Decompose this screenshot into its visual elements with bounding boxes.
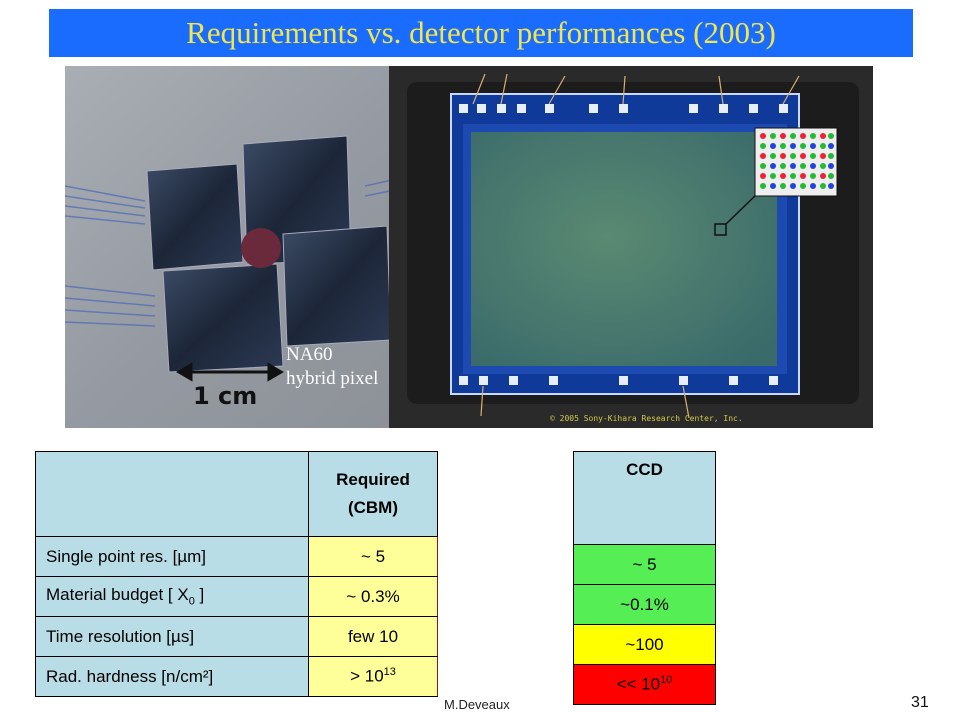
header-required-line2: (CBM) <box>347 498 399 517</box>
title-bar: Requirements vs. detector performances (… <box>49 9 913 57</box>
row-label-prefix: Material budget [ X <box>46 585 189 605</box>
row-required-value: ~ 0.3% <box>308 576 438 617</box>
ccd-table: CCD ~ 5 ~0.1% ~100 << 1010 <box>573 451 716 705</box>
na60-caption: NA60 hybrid pixel <box>286 343 378 391</box>
scale-label: 1 cm <box>193 382 258 410</box>
row-required-value: ~ 5 <box>308 536 438 577</box>
value-exponent: 10 <box>660 674 673 687</box>
table-header-row: CCD <box>573 451 716 545</box>
ccd-value-cell: << 1010 <box>573 664 716 705</box>
slide-title: Requirements vs. detector performances (… <box>186 15 776 50</box>
row-required-value: > 1013 <box>308 656 438 697</box>
row-label: Single point res. [µm] <box>35 536 309 577</box>
value-prefix: > 10 <box>350 666 384 686</box>
table-row: ~ 5 <box>573 544 716 585</box>
row-required-value: few 10 <box>308 616 438 657</box>
footer-author: M.Deveaux <box>444 697 510 712</box>
value-prefix: << 10 <box>616 674 661 694</box>
na60-caption-line1: NA60 <box>286 344 333 365</box>
row-label-suffix: ] <box>194 585 205 605</box>
table-row: ~100 <box>573 624 716 665</box>
value-exponent: 13 <box>383 666 396 679</box>
requirements-table: Required (CBM) Single point res. [µm] ~ … <box>35 451 438 697</box>
table-header-row: Required (CBM) <box>35 451 438 537</box>
table-row: Single point res. [µm] ~ 5 <box>35 536 438 577</box>
table-row: Time resolution [µs] few 10 <box>35 616 438 657</box>
header-empty-cell <box>35 451 309 537</box>
ccd-copyright: © 2005 Sony-Kihara Research Center, Inc. <box>550 414 743 423</box>
table-row: Material budget [ X0 ] ~ 0.3% <box>35 576 438 617</box>
ccd-sensor-photo <box>389 66 873 428</box>
header-required-line1: Required <box>336 470 410 489</box>
row-label: Time resolution [µs] <box>35 616 309 657</box>
header-required-cell: Required (CBM) <box>308 451 438 537</box>
row-label: Rad. hardness [n/cm²] <box>35 656 309 697</box>
table-row: ~0.1% <box>573 584 716 625</box>
ccd-value-cell: ~ 5 <box>573 544 716 585</box>
page-number: 31 <box>911 694 929 711</box>
ccd-value-cell: ~0.1% <box>573 584 716 625</box>
ccd-value-cell: ~100 <box>573 624 716 665</box>
na60-caption-line2: hybrid pixel <box>286 368 379 389</box>
row-label: Material budget [ X0 ] <box>35 576 309 617</box>
table-row: << 1010 <box>573 664 716 705</box>
table-row: Rad. hardness [n/cm²] > 1013 <box>35 656 438 697</box>
ccd-header-cell: CCD <box>573 451 716 545</box>
row-label-subscript: 0 <box>188 595 195 608</box>
